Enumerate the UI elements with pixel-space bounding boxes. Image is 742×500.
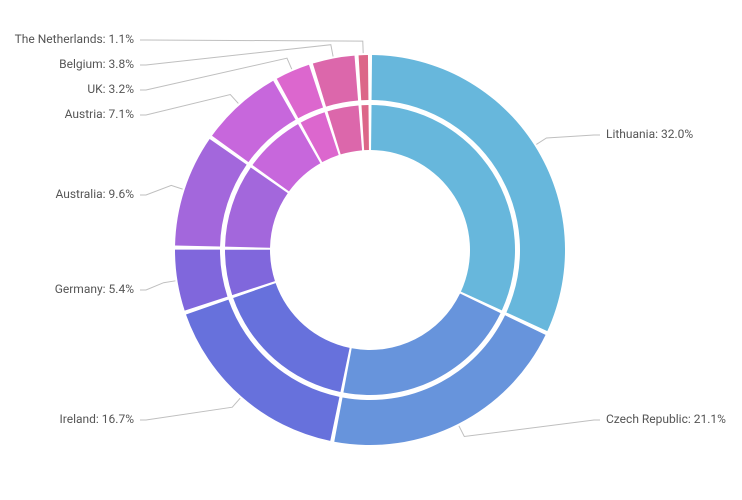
leader-line [140, 185, 183, 195]
donut-chart: Lithuania: 32.0% Czech Republic: 21.1% Ire… [0, 0, 742, 500]
leader-line [140, 281, 175, 290]
slice-the-netherlands [362, 105, 369, 150]
leader-line [140, 95, 238, 115]
leader-line [140, 398, 240, 420]
slice-label: Czech Republic: 21.1% [606, 412, 726, 426]
slice-germany [175, 250, 227, 311]
slice-label: Germany: 5.4% [55, 282, 134, 296]
leader-line [140, 40, 363, 53]
slice-label: The Netherlands: 1.1% [15, 32, 135, 46]
slice-label: UK: 3.2% [87, 82, 134, 96]
slice-label: Australia: 9.6% [55, 187, 134, 201]
leader-line [536, 135, 600, 144]
slice-label: Ireland: 16.7% [60, 412, 135, 426]
leader-line [459, 420, 600, 437]
leader-line [140, 45, 333, 65]
slice-label: Belgium: 3.8% [59, 57, 134, 71]
slice-the-netherlands [359, 55, 369, 100]
slice-label: Lithuania: 32.0% [606, 127, 693, 141]
slice-label: Austria: 7.1% [65, 107, 135, 121]
